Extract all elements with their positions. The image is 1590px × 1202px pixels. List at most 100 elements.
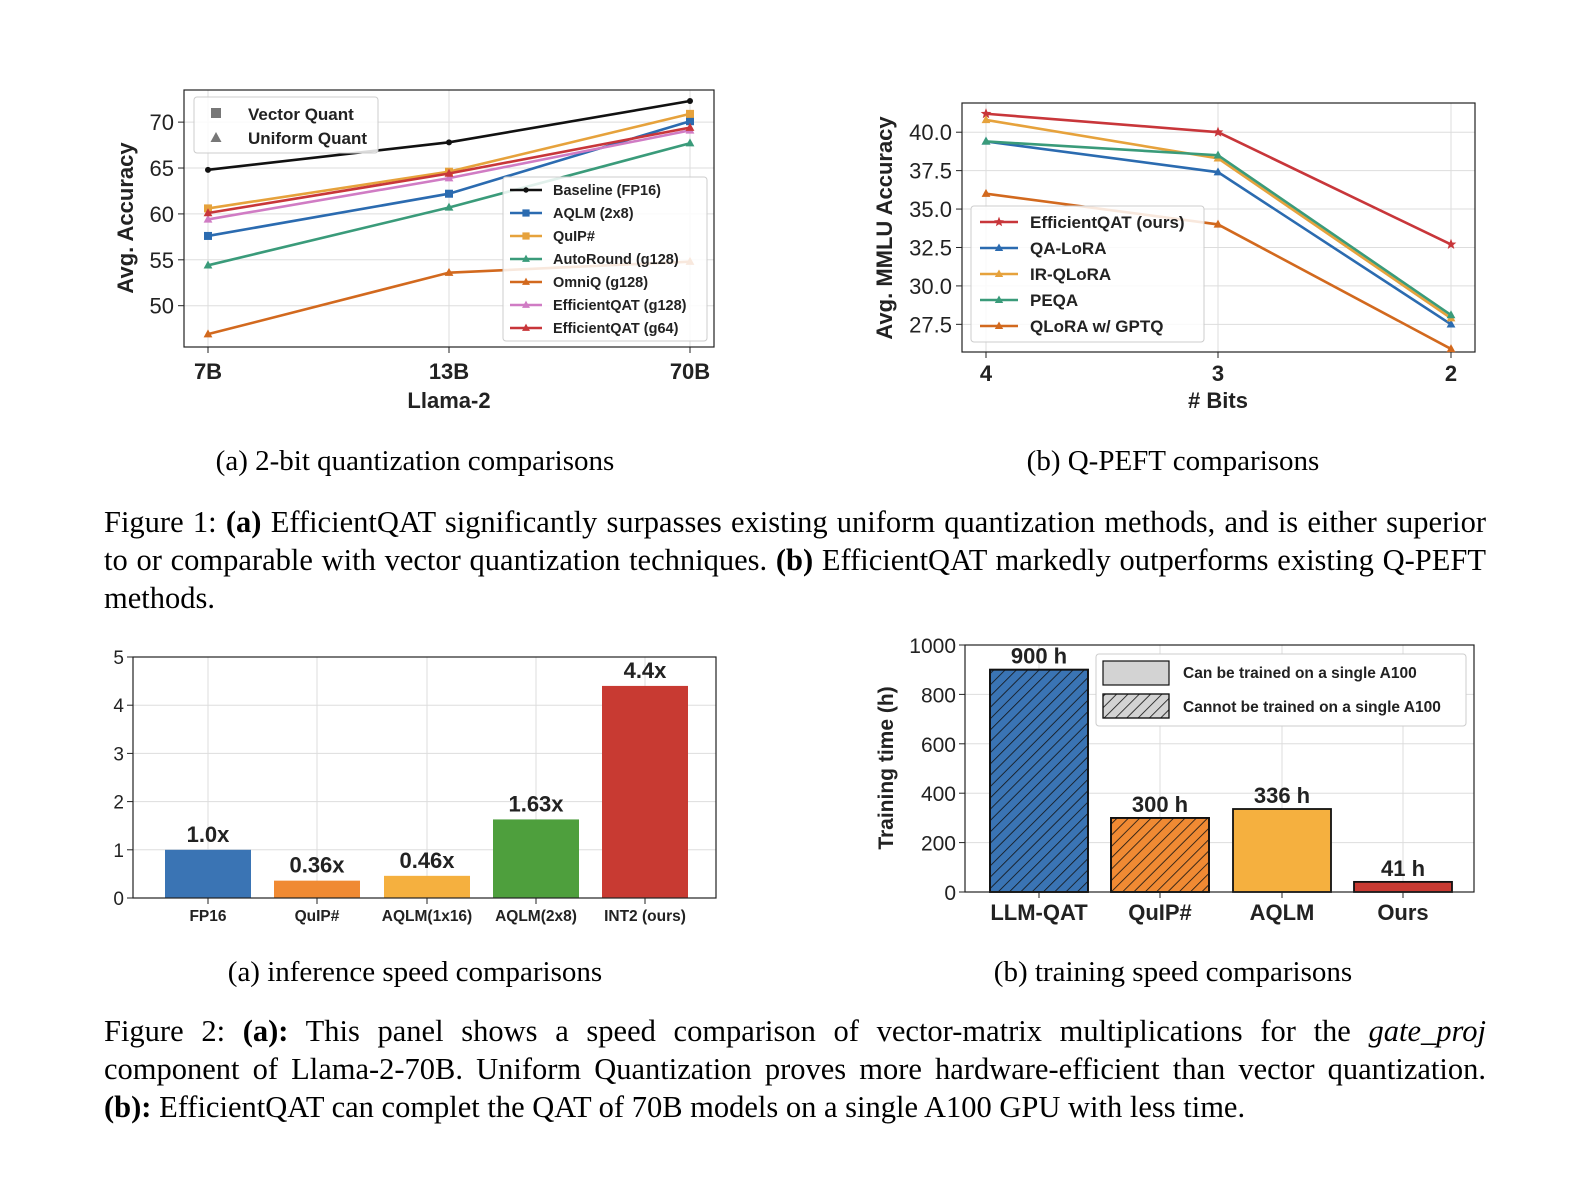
y-tick-label: 60 [150, 202, 174, 227]
y-tick-label: 0 [113, 889, 124, 910]
data-point [686, 117, 694, 126]
bar-hatch [989, 668, 1089, 893]
data-label: 300 h [1132, 792, 1188, 817]
x-tick-label: AQLM(2x8) [495, 908, 577, 925]
series-line [981, 188, 1456, 353]
data-point [1213, 150, 1223, 159]
data-point [204, 231, 212, 240]
series-line [203, 122, 695, 217]
data-point [1446, 310, 1456, 319]
data-label: 41 h [1381, 856, 1425, 881]
y-axis-label: Training time (h) [875, 686, 898, 849]
y-tick-label: 2 [113, 793, 124, 814]
legend-label: QuIP# [553, 229, 595, 245]
fig2b-subcaption: (b) training speed comparisons [994, 956, 1352, 988]
data-label: 4.4x [624, 658, 668, 683]
series-line [980, 108, 1457, 249]
data-point [686, 109, 694, 118]
legend-label: EfficientQAT (g128) [553, 298, 687, 314]
legend-swatch-solid [1102, 660, 1170, 686]
data-label: 0.36x [289, 853, 345, 878]
fig2a-subcaption: (a) inference speed comparisons [228, 956, 602, 988]
bar [165, 849, 251, 898]
chart-fig2a: 0 1 2 3 4 5 1.0x FP16 0.36x QuIP# 0.46x AQLM(1x16) 1… [113, 648, 717, 925]
legend-box [502, 176, 708, 342]
fig1-caption-a-text: EfficientQAT significantly surpasses exi… [104, 505, 1487, 577]
data-point [687, 98, 693, 105]
legend-series: EfficientQAT (ours) QA-LoRA IR-QLoRA PEQA QL… [970, 205, 1205, 343]
data-point [1213, 219, 1223, 228]
legend-label: Can be trained on a single A100 [1183, 665, 1417, 682]
data-point [444, 168, 454, 177]
data-point [446, 139, 452, 146]
legend-series: Baseline (FP16) AQLM (2x8) QuIP# AutoRound … [502, 176, 708, 342]
y-tick-label: 32.5 [909, 235, 952, 260]
legend-label: IR-QLoRA [1030, 265, 1111, 284]
bar [274, 880, 360, 898]
legend-marker [523, 187, 529, 193]
chart-fig1a: 50 55 60 65 70 7B 13B 70B Llama-2 Avg. Accuracy Ve… [113, 89, 715, 413]
y-tick-label: 40.0 [909, 120, 952, 145]
bar [1353, 880, 1453, 893]
data-point [444, 267, 454, 276]
legend-label: AutoRound (g128) [553, 252, 679, 268]
legend-label: AQLM (2x8) [553, 206, 634, 222]
bar [1232, 808, 1332, 893]
fig1-caption-b-text: EfficientQAT markedly outperforms existi… [104, 543, 1486, 615]
figure1-caption: Figure 1: (a) EfficientQAT significantly… [104, 503, 1486, 617]
y-tick-label: 800 [921, 684, 956, 707]
x-tick-label: FP16 [189, 908, 226, 925]
data-point [203, 260, 213, 269]
series-line [203, 138, 695, 269]
fig2-caption-a-text-1: This panel shows a speed comparison of v… [305, 1014, 1351, 1048]
fig1-caption-b-tag: (b) [775, 543, 814, 577]
x-tick-label: QuIP# [295, 908, 340, 925]
data-label: 1.63x [508, 791, 564, 816]
legend-swatch-hatched [1102, 693, 1170, 719]
y-tick-label: 3 [113, 744, 124, 765]
legend-label: PEQA [1030, 291, 1078, 310]
legend-marker [994, 269, 1004, 278]
fig1b-subcaption: (b) Q-PEFT comparisons [1027, 445, 1320, 477]
x-tick-label: 70B [670, 359, 710, 384]
y-tick-label: 70 [150, 110, 174, 135]
legend-label: Vector Quant [248, 105, 354, 124]
y-tick-label: 55 [150, 248, 174, 273]
legend-label: QLoRA w/ GPTQ [1030, 317, 1163, 336]
data-point [1446, 344, 1456, 353]
figure2-caption: Figure 2: (a): This panel shows a speed … [104, 1012, 1486, 1126]
legend-marker [994, 243, 1004, 252]
x-tick-label: 3 [1212, 361, 1224, 386]
data-point [980, 108, 992, 119]
plot-frame [132, 656, 717, 899]
legend-label: OmniQ (g128) [553, 275, 648, 291]
y-tick-label: 200 [921, 833, 956, 856]
data-point [1213, 167, 1223, 176]
y-tick-label: 37.5 [909, 159, 952, 184]
legend-marker [522, 323, 530, 331]
series-line [981, 136, 1456, 319]
data-point [444, 173, 454, 182]
data-point [685, 138, 695, 147]
y-tick-label: 400 [921, 783, 956, 806]
bar [493, 819, 579, 898]
legend-label: EfficientQAT (g64) [553, 321, 679, 337]
x-tick-label: LLM-QAT [990, 900, 1088, 925]
legend-box [1095, 653, 1467, 727]
legend-box [970, 205, 1205, 343]
x-tick-label: 7B [194, 359, 222, 384]
fig1a-subcaption: (a) 2-bit quantization comparisons [216, 445, 615, 477]
data-label: 900 h [1011, 644, 1067, 669]
legend-marker-triangle [210, 132, 222, 142]
y-axis-label: Avg. MMLU Accuracy [872, 116, 897, 340]
y-tick-label: 1000 [909, 635, 956, 658]
plot-frame [183, 89, 715, 348]
x-axis-label: Llama-2 [407, 388, 490, 413]
y-tick-label: 1 [113, 841, 124, 862]
data-point [1212, 126, 1224, 137]
x-tick-label: Ours [1377, 900, 1428, 925]
data-point [203, 208, 213, 217]
fig2-caption-a-text-2: component of Llama-2-70B. Uniform Quanti… [104, 1052, 1486, 1086]
x-tick-label: AQLM [1250, 900, 1315, 925]
